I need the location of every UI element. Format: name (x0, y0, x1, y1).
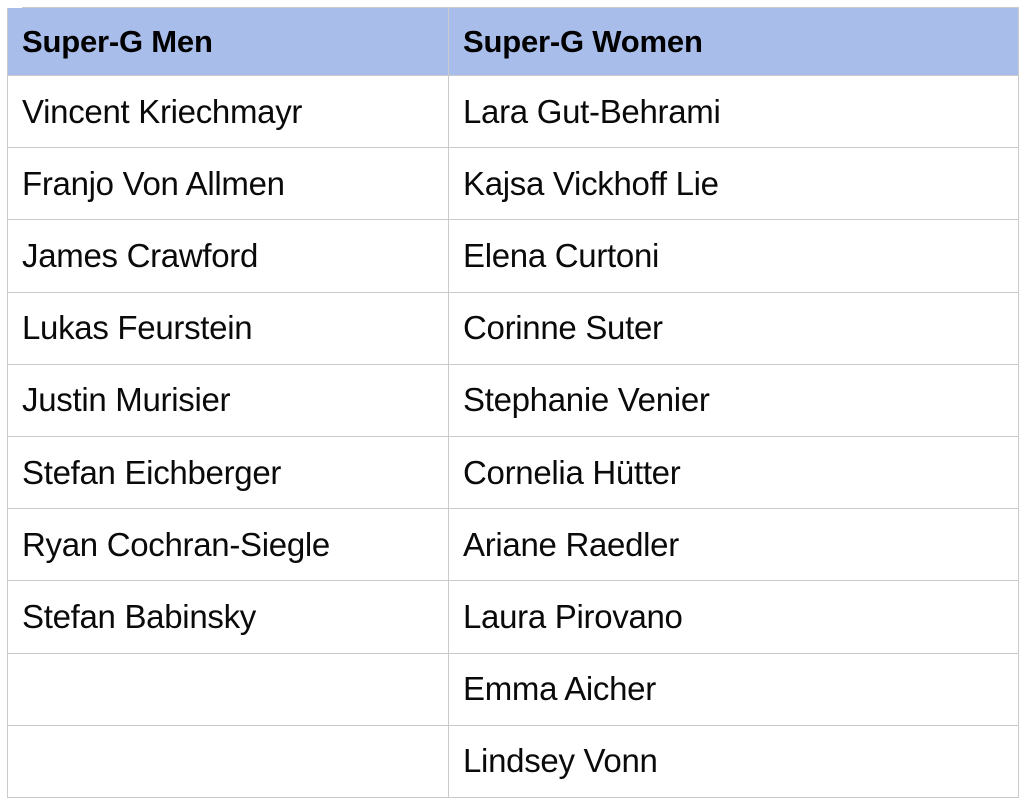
table-row: James Crawford Elena Curtoni (7, 219, 1019, 293)
cell-men-athlete: Ryan Cochran-Siegle (7, 508, 449, 582)
cell-men-athlete: Lukas Feurstein (7, 291, 449, 365)
cell-men-athlete: Stefan Babinsky (7, 580, 449, 654)
table-row: Stefan Eichberger Cornelia Hütter (7, 435, 1019, 510)
table-header: Super-G Men Super-G Women (7, 7, 1019, 76)
table-row: Franjo Von Allmen Kajsa Vickhoff Lie (7, 147, 1019, 221)
cell-men-athlete: James Crawford (7, 219, 449, 293)
table-row: Justin Murisier Stephanie Venier (7, 363, 1019, 437)
column-header-women[interactable]: Super-G Women (448, 7, 1019, 76)
cell-men-athlete: Franjo Von Allmen (7, 147, 449, 221)
table-row: Vincent Kriechmayr Lara Gut-Behrami (7, 74, 1019, 149)
roster-table-container: Super-G Men Super-G Women Vincent Kriech… (7, 7, 1019, 799)
table-row: Lindsey Vonn (7, 724, 1019, 799)
cell-women-athlete: Kajsa Vickhoff Lie (448, 147, 1019, 221)
cell-women-athlete: Corinne Suter (448, 291, 1019, 365)
table-row: Ryan Cochran-Siegle Ariane Raedler (7, 508, 1019, 582)
cell-women-athlete: Ariane Raedler (448, 508, 1019, 582)
cell-women-athlete: Emma Aicher (448, 652, 1019, 726)
cell-women-athlete: Cornelia Hütter (448, 435, 1019, 510)
cell-men-athlete: Stefan Eichberger (7, 435, 449, 510)
super-g-roster-table: Super-G Men Super-G Women Vincent Kriech… (7, 7, 1019, 799)
corner-notch (0, 0, 22, 8)
table-row: Stefan Babinsky Laura Pirovano (7, 580, 1019, 654)
table-row: Lukas Feurstein Corinne Suter (7, 291, 1019, 365)
cell-women-athlete: Lara Gut-Behrami (448, 74, 1019, 149)
cell-women-athlete: Elena Curtoni (448, 219, 1019, 293)
column-header-men[interactable]: Super-G Men (7, 7, 449, 76)
cell-women-athlete: Laura Pirovano (448, 580, 1019, 654)
header-row: Super-G Men Super-G Women (7, 7, 1019, 76)
cell-men-athlete-empty (7, 724, 449, 799)
cell-men-athlete-empty (7, 652, 449, 726)
cell-women-athlete: Stephanie Venier (448, 363, 1019, 437)
cell-men-athlete: Justin Murisier (7, 363, 449, 437)
cell-women-athlete: Lindsey Vonn (448, 724, 1019, 799)
cell-men-athlete: Vincent Kriechmayr (7, 74, 449, 149)
table-body: Vincent Kriechmayr Lara Gut-Behrami Fran… (7, 74, 1019, 799)
table-row: Emma Aicher (7, 652, 1019, 726)
